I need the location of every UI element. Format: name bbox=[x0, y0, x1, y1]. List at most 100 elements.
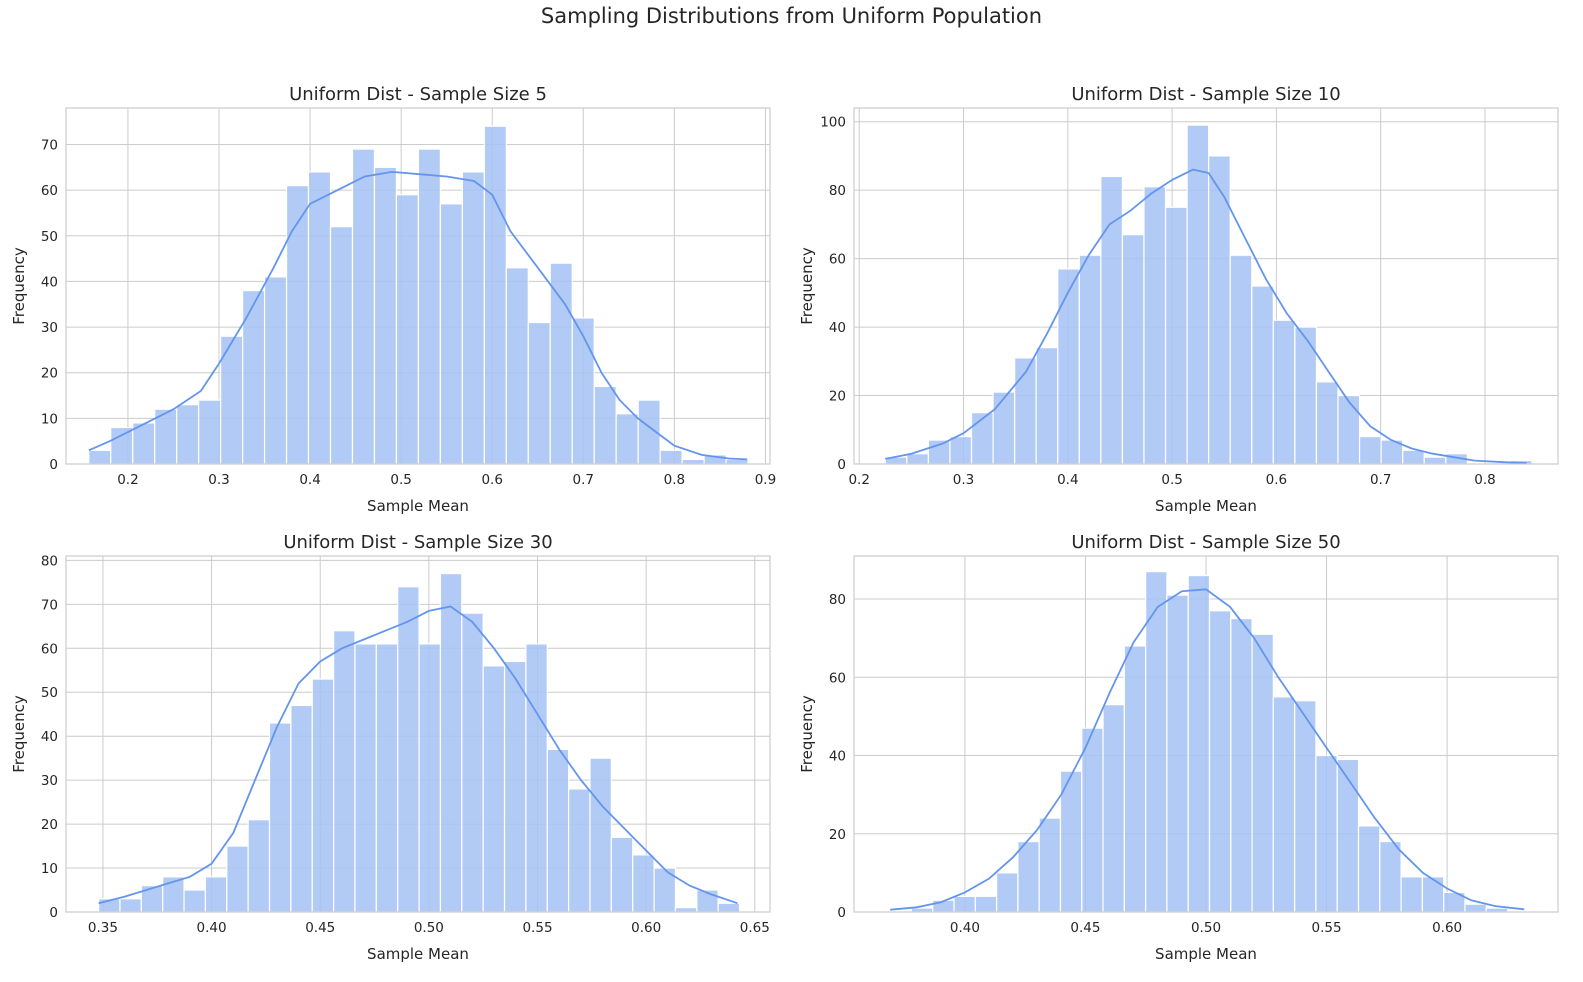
histogram-bar bbox=[1145, 571, 1168, 913]
histogram-bar bbox=[482, 665, 506, 913]
x-tick-label: 0.5 bbox=[1161, 472, 1182, 488]
kde-curve bbox=[98, 605, 738, 905]
y-tick-label: 40 bbox=[41, 729, 58, 745]
x-tick-label: 0.5 bbox=[390, 472, 411, 488]
histogram-bar bbox=[949, 436, 973, 465]
y-tick-label: 60 bbox=[829, 252, 846, 268]
chart-panel-sample-size-30: 0.35 0.40 0.45 0.50 0.55 0.60 0.65 0 10 20 30 40 50 6… bbox=[10, 532, 771, 963]
histogram-bar bbox=[439, 572, 463, 913]
histogram-bar bbox=[1143, 186, 1167, 465]
histogram-bar bbox=[110, 426, 134, 465]
y-tick-label: 80 bbox=[829, 592, 846, 608]
x-tick-label: 0.4 bbox=[299, 472, 320, 488]
histogram-bar bbox=[1402, 449, 1425, 465]
histogram-bar bbox=[1379, 840, 1402, 913]
x-tick-label: 0.8 bbox=[664, 472, 685, 488]
y-tick-label: 60 bbox=[41, 641, 58, 657]
histogram-bar bbox=[549, 262, 573, 465]
histogram-bar bbox=[132, 422, 156, 465]
histogram-bar bbox=[1187, 574, 1211, 913]
x-tick-label: 0.50 bbox=[1191, 920, 1221, 936]
histogram-bar bbox=[375, 643, 399, 913]
histogram-bar bbox=[183, 889, 207, 913]
histogram-bar bbox=[395, 194, 420, 465]
histogram-bar bbox=[397, 586, 420, 913]
y-tick-label: 40 bbox=[829, 320, 846, 336]
chart-title: Uniform Dist - Sample Size 5 bbox=[289, 84, 547, 105]
axes-frame bbox=[65, 107, 771, 465]
y-tick-label: 10 bbox=[41, 411, 58, 427]
x-tick-label: 0.55 bbox=[1312, 920, 1342, 936]
histogram-bar bbox=[1423, 456, 1447, 465]
x-tick-label: 0.45 bbox=[305, 920, 335, 936]
histogram-bar bbox=[1166, 594, 1189, 913]
histogram-bar bbox=[1421, 876, 1445, 913]
histogram-bar bbox=[417, 148, 441, 465]
x-tick-label: 0.35 bbox=[88, 920, 118, 936]
kde-curve bbox=[890, 588, 1525, 911]
chart-title: Uniform Dist - Sample Size 30 bbox=[283, 532, 552, 553]
y-axis-label: Frequency bbox=[10, 695, 28, 773]
histogram-bar bbox=[970, 412, 994, 465]
x-tick-label: 0.7 bbox=[1370, 472, 1391, 488]
histogram-bar bbox=[1035, 347, 1059, 465]
y-tick-label: 40 bbox=[41, 274, 58, 290]
histogram-bar bbox=[1294, 700, 1317, 913]
histogram-bar bbox=[1315, 754, 1338, 913]
histogram-bar bbox=[927, 439, 951, 465]
histogram-bar bbox=[1251, 285, 1274, 465]
histogram-bar bbox=[1208, 610, 1232, 913]
x-tick-label: 0.3 bbox=[953, 472, 974, 488]
histogram-bar bbox=[1229, 254, 1253, 465]
x-tick-label: 0.6 bbox=[1266, 472, 1287, 488]
histogram-bar bbox=[1464, 903, 1487, 913]
histogram-bar bbox=[1164, 206, 1188, 465]
histogram-bar bbox=[1357, 825, 1381, 913]
kde-curve bbox=[88, 170, 748, 461]
x-tick-label: 0.50 bbox=[414, 920, 444, 936]
histogram-bar bbox=[1336, 758, 1360, 913]
y-tick-label: 40 bbox=[829, 749, 846, 765]
histogram-bar bbox=[1081, 727, 1104, 913]
x-tick-label: 0.8 bbox=[1474, 472, 1495, 488]
kde-curve bbox=[885, 168, 1527, 464]
x-tick-label: 0.60 bbox=[1432, 920, 1462, 936]
x-tick-label: 0.7 bbox=[573, 472, 594, 488]
histogram-bar bbox=[483, 125, 507, 465]
y-tick-label: 0 bbox=[49, 905, 58, 921]
histogram-bar bbox=[996, 872, 1019, 913]
histogram-bar bbox=[610, 836, 634, 913]
x-axis-label: Sample Mean bbox=[1155, 945, 1257, 963]
histogram-bar bbox=[1100, 175, 1124, 465]
chart-panel-sample-size-50: 0.40 0.45 0.50 0.55 0.60 0 20 40 60 80 Uniform Dis… bbox=[798, 532, 1559, 963]
histogram-bar bbox=[992, 391, 1016, 465]
x-tick-label: 0.9 bbox=[755, 472, 776, 488]
histogram-bar bbox=[1038, 817, 1062, 913]
histogram-bar bbox=[263, 276, 288, 465]
histogram-bar bbox=[568, 788, 591, 913]
figure-suptitle: Sampling Distributions from Uniform Popu… bbox=[540, 4, 1043, 28]
histogram-bar bbox=[1078, 254, 1102, 465]
histogram-bar bbox=[615, 413, 639, 465]
x-tick-label: 0.60 bbox=[631, 920, 661, 936]
histogram-bar bbox=[974, 895, 998, 913]
histogram-bar bbox=[461, 171, 485, 465]
y-tick-label: 70 bbox=[41, 597, 58, 613]
y-tick-label: 60 bbox=[41, 183, 58, 199]
y-tick-label: 80 bbox=[41, 553, 58, 569]
y-tick-label: 50 bbox=[41, 229, 58, 245]
histogram-bar bbox=[307, 171, 332, 465]
histogram-bar bbox=[589, 757, 612, 913]
x-tick-label: 0.2 bbox=[848, 472, 869, 488]
x-tick-label: 0.6 bbox=[481, 472, 502, 488]
histogram-bar bbox=[632, 854, 655, 913]
x-tick-label: 0.55 bbox=[522, 920, 552, 936]
histogram-bar bbox=[290, 704, 313, 913]
y-tick-label: 70 bbox=[41, 138, 58, 154]
histogram-bar bbox=[439, 203, 463, 465]
histogram-bar bbox=[674, 907, 698, 913]
histogram-bar bbox=[503, 660, 527, 913]
x-tick-label: 0.65 bbox=[740, 920, 770, 936]
histogram-bar bbox=[1059, 770, 1083, 913]
histogram-bar bbox=[140, 885, 164, 913]
